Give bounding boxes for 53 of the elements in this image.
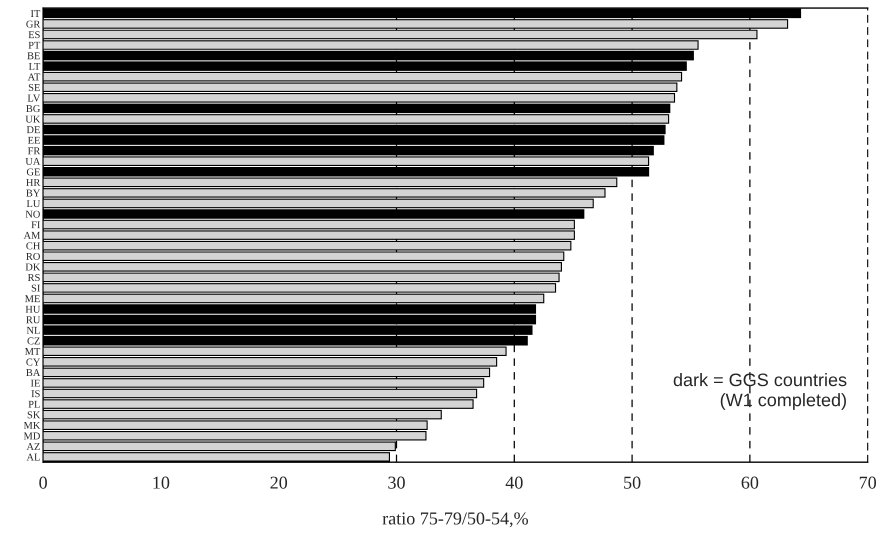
y-tick-label: BY bbox=[26, 190, 40, 197]
x-tick-label: 60 bbox=[742, 476, 758, 489]
y-tick-label: EE bbox=[28, 136, 40, 144]
y-tick-label: AT bbox=[28, 73, 40, 80]
y-tick-label: BE bbox=[27, 52, 40, 60]
y-tick-label: HU bbox=[26, 306, 40, 313]
y-tick-label: FI bbox=[31, 221, 40, 228]
y-tick-label: BA bbox=[26, 369, 40, 376]
y-tick-label: RO bbox=[26, 252, 40, 260]
y-tick-label: GE bbox=[26, 168, 40, 176]
y-tick-label: RS bbox=[28, 274, 40, 282]
y-tick-label: LT bbox=[28, 62, 40, 70]
y-tick-label: SK bbox=[28, 411, 40, 418]
y-tick-label: AL bbox=[26, 454, 40, 460]
annotation: dark = GGS countries (W1 completed) bbox=[674, 372, 846, 410]
y-tick-label: AM bbox=[24, 232, 40, 239]
y-tick-label: MK bbox=[24, 422, 40, 429]
x-tick-label: 40 bbox=[506, 476, 523, 489]
y-tick-label: RU bbox=[26, 316, 40, 324]
y-tick-label: DE bbox=[26, 126, 40, 134]
y-tick-label: NL bbox=[26, 326, 40, 334]
y-tick-label: ME bbox=[25, 295, 40, 302]
y-tick-label: UK bbox=[26, 116, 40, 123]
y-tick-label: NO bbox=[26, 210, 40, 218]
y-tick-label: SI bbox=[32, 284, 40, 292]
x-tick-label: 0 bbox=[39, 476, 47, 489]
y-tick-label: PT bbox=[28, 42, 40, 49]
x-axis-title: ratio 75-79/50-54,% bbox=[382, 512, 528, 528]
y-tick-label: SE bbox=[28, 84, 40, 91]
x-tick-label: 30 bbox=[388, 476, 405, 489]
y-tick-label: BG bbox=[26, 105, 40, 112]
y-tick-label: CY bbox=[26, 358, 40, 366]
y-tick-label: IE bbox=[30, 380, 40, 387]
y-tick-label: CZ bbox=[27, 337, 40, 344]
y-tick-label: CH bbox=[26, 242, 40, 250]
y-tick-label: MT bbox=[25, 348, 40, 355]
x-tick-label: 70 bbox=[860, 476, 876, 489]
y-tick-label: ES bbox=[28, 31, 40, 38]
x-tick-label: 50 bbox=[624, 476, 640, 489]
y-tick-label: FR bbox=[28, 147, 40, 154]
y-tick-label: MD bbox=[24, 432, 40, 440]
y-tick-label: DK bbox=[26, 264, 40, 270]
y-tick-label: IT bbox=[30, 10, 40, 17]
y-tick-label: GR bbox=[26, 20, 40, 28]
y-tick-label: HR bbox=[26, 179, 40, 186]
x-tick-label: 10 bbox=[153, 476, 170, 489]
y-tick-label: PL bbox=[28, 400, 40, 408]
y-tick-label: UA bbox=[26, 158, 40, 165]
x-tick-label: 20 bbox=[270, 476, 288, 489]
y-tick-label: IS bbox=[31, 390, 40, 398]
y-tick-label: AZ bbox=[26, 443, 40, 450]
y-tick-label: LV bbox=[28, 94, 40, 102]
y-tick-label: LU bbox=[26, 200, 40, 208]
